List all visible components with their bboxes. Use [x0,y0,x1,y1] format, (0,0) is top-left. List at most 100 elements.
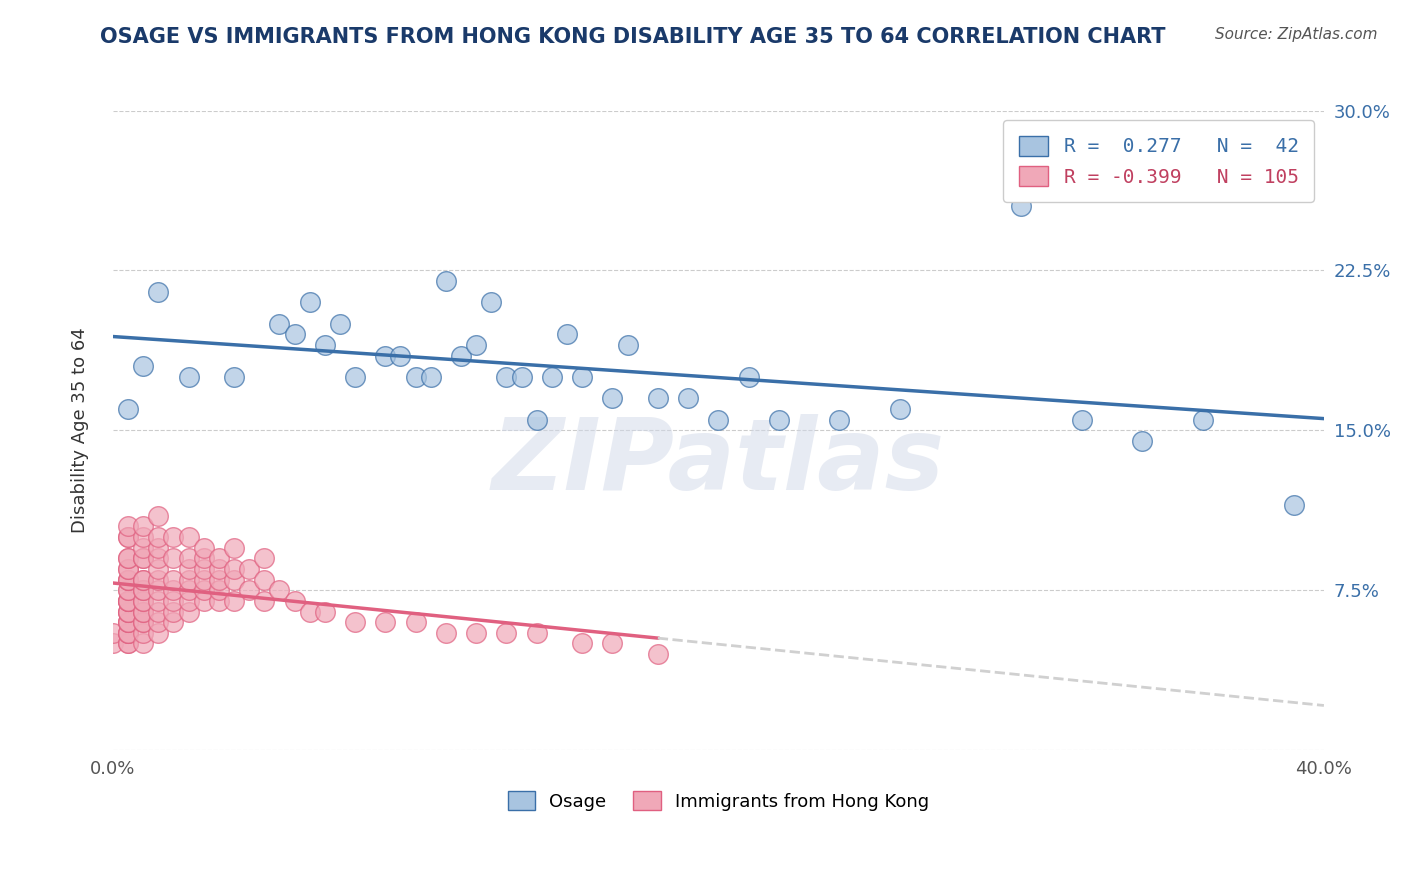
Point [1130,434,1153,448]
Point [177,605,200,619]
Point [616,338,638,352]
Point [405,615,427,630]
Text: OSAGE VS IMMIGRANTS FROM HONG KONG DISABILITY AGE 35 TO 64 CORRELATION CHART: OSAGE VS IMMIGRANTS FROM HONG KONG DISAB… [100,27,1166,46]
Point [193,551,215,566]
Point [208,573,231,587]
Point [647,647,669,661]
Point [374,349,396,363]
Point [269,583,291,598]
Point [117,594,139,608]
Point [132,541,155,555]
Point [117,583,139,598]
Point [314,338,336,352]
Point [177,583,200,598]
Point [117,615,139,630]
Point [117,605,139,619]
Point [434,625,457,640]
Point [162,573,184,587]
Point [148,583,170,598]
Point [1070,412,1092,426]
Point [1282,498,1305,512]
Text: Source: ZipAtlas.com: Source: ZipAtlas.com [1215,27,1378,42]
Point [450,349,472,363]
Point [253,594,276,608]
Point [253,573,276,587]
Point [314,605,336,619]
Point [707,412,730,426]
Point [148,551,170,566]
Point [193,562,215,576]
Point [132,551,155,566]
Point [117,625,139,640]
Point [1010,199,1032,213]
Legend: Osage, Immigrants from Hong Kong: Osage, Immigrants from Hong Kong [501,784,936,818]
Point [208,583,231,598]
Point [374,615,396,630]
Point [132,530,155,544]
Point [162,583,184,598]
Point [117,573,139,587]
Point [676,392,699,406]
Point [555,327,578,342]
Point [117,594,139,608]
Point [495,625,517,640]
Point [132,615,155,630]
Point [132,583,155,598]
Point [117,551,139,566]
Point [222,594,245,608]
Point [344,370,367,384]
Point [117,636,139,650]
Point [177,551,200,566]
Point [132,573,155,587]
Point [117,594,139,608]
Point [132,359,155,374]
Point [132,625,155,640]
Point [737,370,759,384]
Point [1191,412,1213,426]
Point [132,551,155,566]
Point [768,412,790,426]
Point [117,625,139,640]
Point [148,285,170,299]
Point [177,573,200,587]
Point [117,636,139,650]
Point [177,530,200,544]
Point [162,594,184,608]
Point [132,519,155,533]
Point [117,551,139,566]
Point [162,551,184,566]
Point [117,573,139,587]
Point [647,392,669,406]
Point [148,625,170,640]
Point [132,636,155,650]
Point [117,573,139,587]
Point [148,615,170,630]
Point [253,551,276,566]
Point [419,370,441,384]
Point [148,605,170,619]
Point [298,295,321,310]
Point [177,370,200,384]
Point [132,573,155,587]
Point [571,370,593,384]
Point [389,349,412,363]
Point [526,412,548,426]
Point [117,530,139,544]
Point [117,583,139,598]
Point [148,562,170,576]
Point [177,594,200,608]
Point [602,392,624,406]
Point [117,402,139,417]
Point [510,370,533,384]
Point [132,605,155,619]
Point [132,594,155,608]
Point [465,625,488,640]
Point [434,274,457,288]
Point [117,562,139,576]
Point [222,541,245,555]
Point [162,605,184,619]
Point [208,562,231,576]
Point [148,541,170,555]
Point [495,370,517,384]
Point [117,562,139,576]
